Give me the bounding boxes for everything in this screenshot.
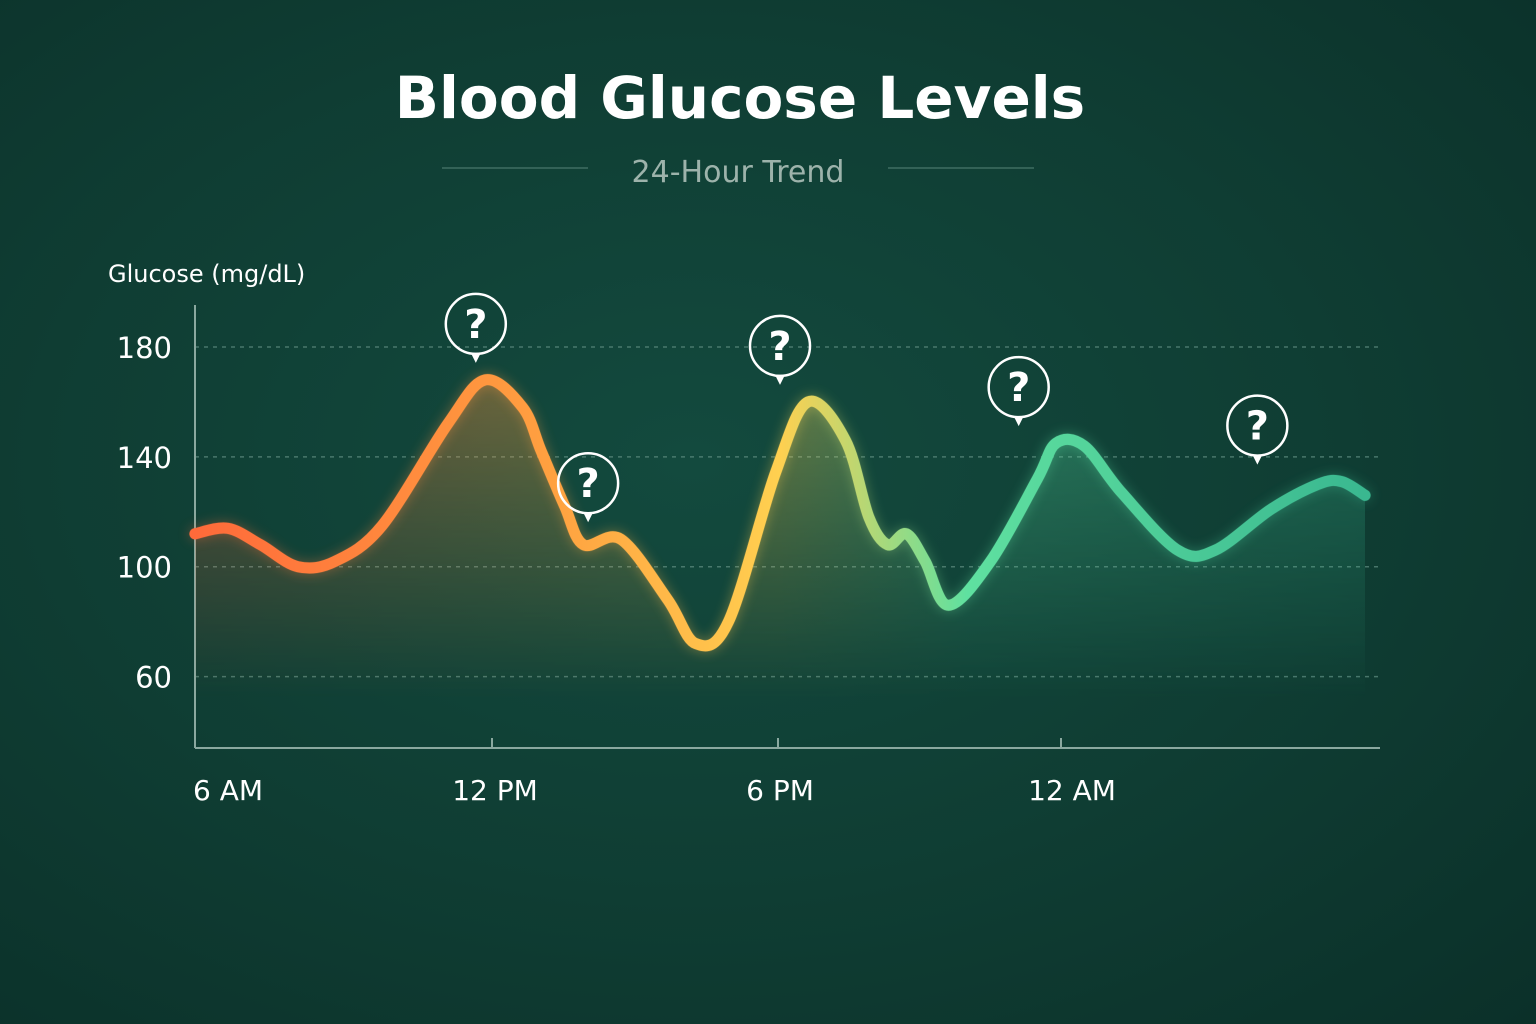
- question-bubble-pointer: [775, 374, 785, 385]
- question-mark-text: ?: [577, 461, 600, 507]
- series-line: [189, 374, 1371, 652]
- question-mark-text: ?: [768, 324, 791, 370]
- question-bubble-pointer: [1013, 416, 1024, 427]
- question-bubble-3: ?: [987, 355, 1050, 427]
- grid-layer: 60 100 140 180: [117, 331, 1380, 695]
- x-tick-label-2: 6 PM: [746, 774, 814, 807]
- y-tick-label-100: 100: [117, 551, 172, 585]
- axes-layer: 6 AM 12 PM 6 PM 12 AM: [193, 305, 1380, 807]
- line-layer: [189, 373, 1371, 652]
- question-bubble-pointer: [470, 352, 481, 363]
- x-tick-label-3: 12 AM: [1028, 774, 1116, 807]
- question-bubble-pointer: [1252, 454, 1263, 465]
- x-tick-label-0: 6 AM: [193, 774, 263, 807]
- x-tick-label-1: 12 PM: [452, 774, 538, 807]
- question-mark-text: ?: [1246, 404, 1269, 450]
- y-tick-label-140: 140: [117, 441, 172, 475]
- series-area-fill: [195, 379, 1365, 700]
- question-bubble-pointer: [583, 512, 594, 523]
- question-mark-text: ?: [1007, 365, 1030, 411]
- y-axis-label: Glucose (mg/dL): [108, 260, 305, 288]
- area-layer: [195, 379, 1365, 700]
- question-mark-text: ?: [464, 302, 487, 348]
- chart-title: Blood Glucose Levels: [395, 64, 1085, 132]
- annotation-layer: ?????: [444, 292, 1289, 523]
- chart-subtitle: 24-Hour Trend: [632, 155, 845, 190]
- question-bubble-2: ?: [748, 314, 812, 385]
- y-tick-label-180: 180: [117, 331, 172, 365]
- y-tick-label-60: 60: [135, 661, 172, 695]
- question-bubble-0: ?: [444, 292, 508, 363]
- question-bubble-1: ?: [556, 451, 620, 523]
- question-bubble-4: ?: [1226, 394, 1289, 465]
